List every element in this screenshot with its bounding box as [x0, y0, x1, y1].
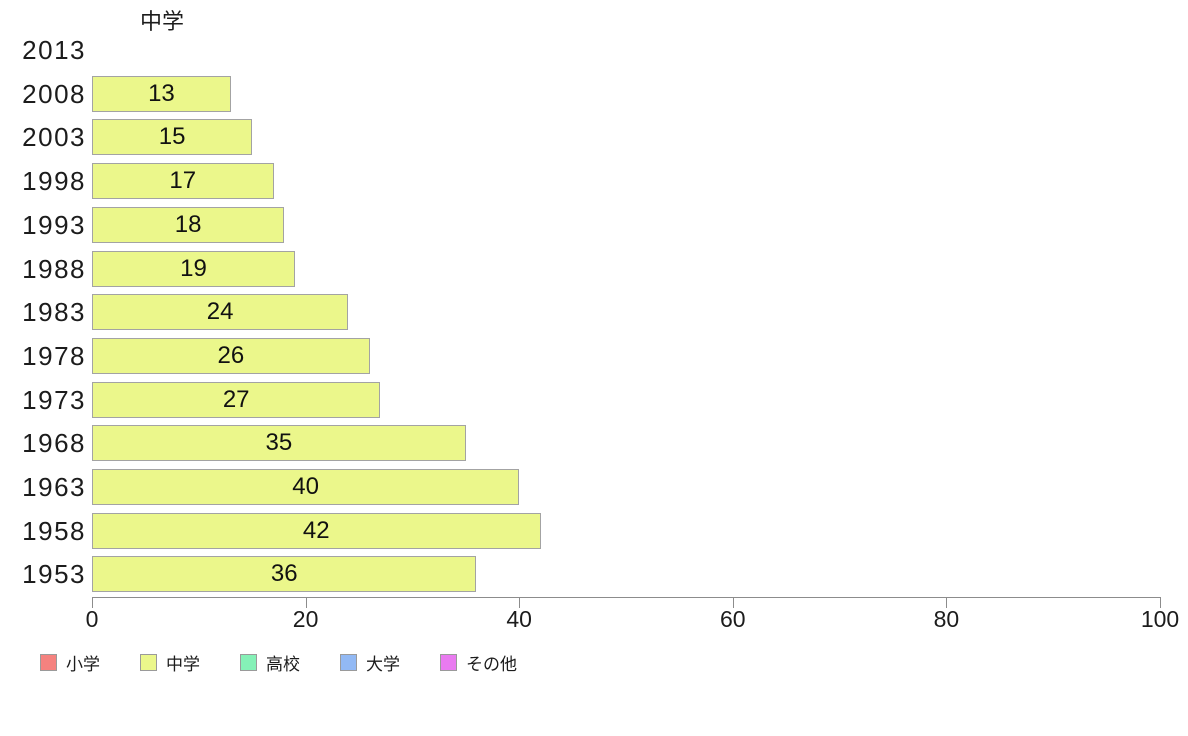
- bar-value-label: 42: [302, 516, 330, 544]
- bar-row: 1983 24: [0, 290, 1188, 334]
- year-label: 1968: [22, 428, 86, 459]
- bar-value-label: 27: [222, 385, 250, 413]
- plot-area: 2013 2008 13 2003 15 1998 17 1993 18 1988 19 1983 24…: [0, 28, 1188, 597]
- year-label: 1973: [22, 384, 86, 415]
- bar-row: 1958 42: [0, 509, 1188, 553]
- legend-item[interactable]: 大学: [340, 650, 400, 675]
- x-axis-tick-label: 20: [292, 606, 319, 632]
- bar-row: 1968 35: [0, 421, 1188, 465]
- bar-row: 1973 27: [0, 378, 1188, 422]
- legend-item-label: 高校: [266, 655, 300, 674]
- legend-swatch: [240, 654, 257, 671]
- x-axis-tick-label: 100: [1140, 606, 1180, 632]
- bar: 15: [92, 119, 253, 156]
- year-label: 1978: [22, 340, 86, 371]
- bar-row: 2008 13: [0, 72, 1188, 116]
- bar-value-label: 15: [158, 123, 186, 151]
- x-axis-tick-label: 80: [933, 606, 960, 632]
- x-axis-tick-label: 60: [720, 606, 746, 632]
- bar-value-label: 17: [169, 167, 197, 195]
- bar-value-label: 24: [206, 298, 234, 326]
- bar: 27: [92, 381, 381, 418]
- bar-row: 1993 18: [0, 203, 1188, 247]
- chart-title: 中学: [140, 9, 185, 34]
- year-label: 1963: [22, 472, 86, 502]
- legend-item-label: 小学: [66, 655, 100, 674]
- x-axis-tick-label: 40: [506, 606, 532, 632]
- bar-row: 2013: [0, 28, 1188, 72]
- bar-value-label: 35: [265, 429, 293, 457]
- legend-swatch: [440, 654, 457, 671]
- legend-item[interactable]: 中学: [140, 650, 200, 675]
- legend-swatch: [140, 654, 157, 671]
- x-axis-tick: [946, 597, 948, 608]
- bar: 42: [92, 512, 541, 549]
- bar-value-label: 36: [270, 560, 298, 588]
- legend-swatch: [40, 654, 57, 671]
- bar-value-label: 40: [292, 473, 319, 500]
- bar-row: 1998 17: [0, 159, 1188, 203]
- bar-row: 1988 19: [0, 247, 1188, 291]
- legend-item-label: その他: [466, 655, 517, 674]
- legend-item-label: 中学: [166, 655, 200, 674]
- year-label: 1953: [22, 559, 86, 590]
- legend-item[interactable]: 小学: [40, 650, 100, 675]
- year-label: 1998: [22, 166, 86, 197]
- x-axis-tick: [732, 597, 734, 608]
- bar-value-label: 18: [174, 210, 202, 238]
- legend-swatch: [340, 654, 357, 671]
- year-label: 2013: [22, 35, 86, 65]
- bar: 35: [92, 425, 466, 462]
- legend-item[interactable]: その他: [440, 650, 517, 675]
- bar-row: 1978 26: [0, 334, 1188, 378]
- bar: 13: [92, 75, 231, 112]
- x-axis-line: [92, 597, 1160, 598]
- legend-item[interactable]: 高校: [240, 650, 300, 675]
- year-label: 2008: [22, 78, 86, 109]
- year-label: 1993: [22, 209, 86, 240]
- legend: 小学 中学 高校 大学 その他: [40, 650, 517, 675]
- bar: 36: [92, 556, 477, 593]
- bar-value-label: 26: [217, 341, 245, 369]
- x-axis-tick: [519, 597, 521, 608]
- legend-item-label: 大学: [366, 655, 400, 674]
- bar-row: 2003 15: [0, 115, 1188, 159]
- bar-row: 1963 40: [0, 465, 1188, 509]
- year-label: 2003: [22, 122, 86, 153]
- bar: 17: [92, 163, 274, 200]
- year-label: 1988: [22, 253, 86, 284]
- x-axis-tick: [1160, 597, 1161, 608]
- x-axis-tick: [305, 597, 307, 608]
- bar: 18: [92, 206, 285, 243]
- bar: 40: [92, 469, 520, 505]
- bar-value-label: 13: [148, 79, 175, 107]
- year-label: 1983: [22, 297, 86, 328]
- bar: 26: [92, 337, 370, 374]
- bar: 19: [92, 250, 295, 287]
- bar: 24: [92, 294, 349, 331]
- bar-row: 1953 36: [0, 552, 1188, 596]
- year-label: 1958: [22, 515, 86, 546]
- x-axis-tick: [92, 597, 93, 608]
- bar-value-label: 19: [180, 254, 207, 282]
- x-axis-tick-label: 0: [85, 606, 99, 632]
